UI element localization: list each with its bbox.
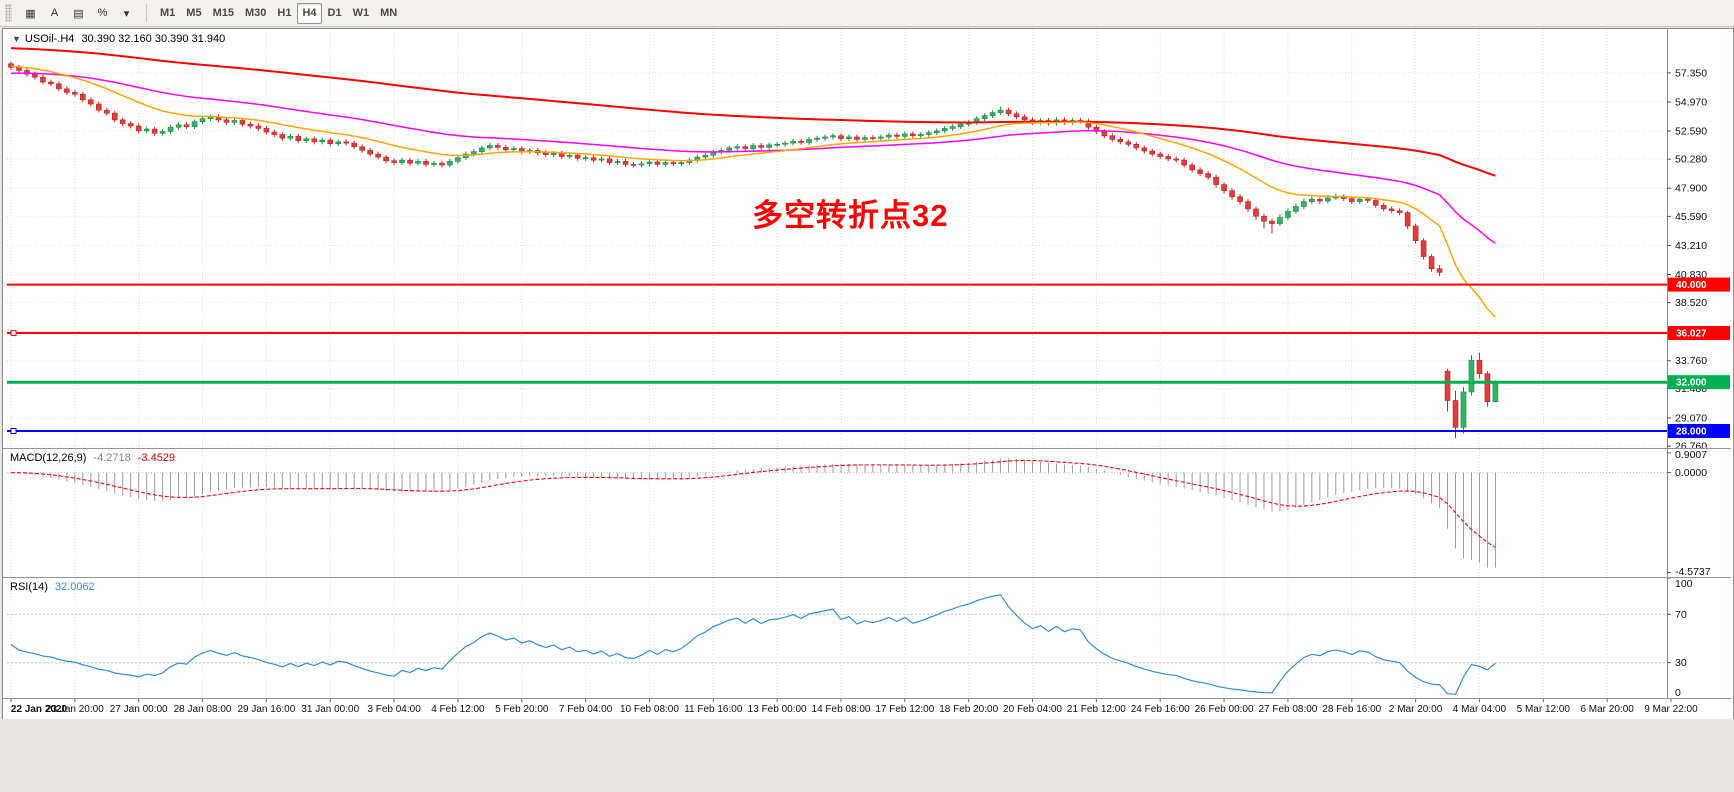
svg-text:32.000: 32.000 — [1676, 378, 1707, 389]
svg-text:28 Jan 08:00: 28 Jan 08:00 — [174, 704, 232, 715]
timeframe-buttons-group: M1 M5 M15 M30 H1 H4 D1 W1 MN — [155, 2, 402, 24]
timeframe-button-h1[interactable]: H1 — [272, 3, 296, 24]
svg-text:24 Feb 16:00: 24 Feb 16:00 — [1131, 704, 1190, 715]
svg-text:14 Feb 08:00: 14 Feb 08:00 — [812, 704, 871, 715]
timeframe-button-m15[interactable]: M15 — [208, 3, 239, 24]
svg-text:9 Mar 22:00: 9 Mar 22:00 — [1644, 704, 1698, 715]
svg-text:36.027: 36.027 — [1676, 329, 1707, 340]
svg-text:23 Jan 20:00: 23 Jan 20:00 — [46, 704, 104, 715]
svg-text:4 Mar 04:00: 4 Mar 04:00 — [1453, 704, 1507, 715]
rsi-indicator-pane[interactable]: 100 70 30 0 — [3, 578, 1731, 699]
svg-text:70: 70 — [1675, 609, 1687, 621]
svg-text:38.520: 38.520 — [1675, 297, 1707, 309]
svg-text:27 Feb 08:00: 27 Feb 08:00 — [1258, 704, 1317, 715]
window-bottom-margin — [0, 719, 1734, 792]
svg-text:6 Mar 20:00: 6 Mar 20:00 — [1580, 704, 1634, 715]
svg-text:52.590: 52.590 — [1675, 125, 1707, 137]
svg-text:4 Feb 12:00: 4 Feb 12:00 — [431, 704, 485, 715]
timeframe-button-d1[interactable]: D1 — [323, 3, 347, 24]
svg-text:26.760: 26.760 — [1675, 441, 1707, 449]
timeframe-button-m30[interactable]: M30 — [240, 3, 271, 24]
svg-text:57.350: 57.350 — [1675, 67, 1707, 79]
svg-text:11 Feb 16:00: 11 Feb 16:00 — [684, 704, 743, 715]
svg-text:31 Jan 00:00: 31 Jan 00:00 — [301, 704, 359, 715]
main-price-chart[interactable]: 57.350 54.970 52.590 50.280 47.900 45.590 43.2… — [3, 29, 1731, 449]
svg-text:29.070: 29.070 — [1675, 412, 1707, 424]
svg-text:28 Feb 16:00: 28 Feb 16:00 — [1322, 704, 1381, 715]
svg-text:10 Feb 08:00: 10 Feb 08:00 — [620, 704, 679, 715]
timeframe-button-h4[interactable]: H4 — [297, 2, 322, 24]
svg-text:50.280: 50.280 — [1675, 154, 1707, 166]
chart-window: 57.350 54.970 52.590 50.280 47.900 45.590 43.2… — [2, 28, 1734, 720]
timeframe-button-m5[interactable]: M5 — [181, 3, 206, 24]
svg-text:0.0000: 0.0000 — [1675, 467, 1707, 479]
svg-text:47.900: 47.900 — [1675, 183, 1707, 195]
toolbar-icons-group: ▦ A ▤% ▾ — [19, 3, 138, 24]
template-icon[interactable]: ▤ — [67, 3, 90, 24]
svg-text:18 Feb 20:00: 18 Feb 20:00 — [939, 704, 998, 715]
svg-text:27 Jan 00:00: 27 Jan 00:00 — [110, 704, 168, 715]
svg-text:28.000: 28.000 — [1676, 426, 1707, 437]
svg-text:40.000: 40.000 — [1676, 280, 1707, 291]
svg-text:29 Jan 16:00: 29 Jan 16:00 — [237, 704, 295, 715]
svg-text:30: 30 — [1675, 657, 1687, 669]
chart-objects-icon[interactable]: ▦ — [19, 3, 42, 24]
toolbar: ▦ A ▤% ▾ M1 M5 M15 M30 H1 H4 D1 W1 MN — [0, 0, 1734, 27]
svg-text:43.210: 43.210 — [1675, 240, 1707, 252]
macd-indicator-pane[interactable]: 0.9007 0.0000 -4.5737 — [3, 449, 1731, 578]
svg-text:21 Feb 12:00: 21 Feb 12:00 — [1067, 704, 1126, 715]
dropdown-caret-icon[interactable]: ▾ — [115, 3, 138, 24]
svg-text:100: 100 — [1675, 578, 1693, 590]
annotate-text-a-icon[interactable]: A — [43, 3, 66, 24]
svg-text:54.970: 54.970 — [1675, 96, 1707, 108]
svg-text:17 Feb 12:00: 17 Feb 12:00 — [875, 704, 934, 715]
svg-text:13 Feb 00:00: 13 Feb 00:00 — [748, 704, 807, 715]
timeframe-button-mn[interactable]: MN — [375, 3, 402, 24]
svg-text:-4.5737: -4.5737 — [1675, 566, 1711, 578]
svg-text:0: 0 — [1675, 687, 1681, 699]
chart-annotation-text[interactable]: 多空转折点32 — [752, 198, 949, 233]
svg-text:45.590: 45.590 — [1675, 211, 1707, 223]
toolbar-grip-handle[interactable] — [5, 4, 12, 22]
toolbar-separator — [146, 4, 147, 22]
svg-text:5 Mar 12:00: 5 Mar 12:00 — [1517, 704, 1571, 715]
timeframe-button-w1[interactable]: W1 — [348, 3, 375, 24]
zoom-percent-icon[interactable]: % — [91, 3, 114, 24]
svg-text:7 Feb 04:00: 7 Feb 04:00 — [559, 704, 613, 715]
svg-text:2 Mar 20:00: 2 Mar 20:00 — [1389, 704, 1443, 715]
svg-text:5 Feb 20:00: 5 Feb 20:00 — [495, 704, 549, 715]
svg-text:20 Feb 04:00: 20 Feb 04:00 — [1003, 704, 1062, 715]
svg-text:3 Feb 04:00: 3 Feb 04:00 — [367, 704, 421, 715]
svg-text:26 Feb 00:00: 26 Feb 00:00 — [1195, 704, 1254, 715]
timeframe-button-m1[interactable]: M1 — [155, 3, 180, 24]
svg-text:22 Jan 2020: 22 Jan 2020 — [11, 704, 68, 715]
svg-text:0.9007: 0.9007 — [1675, 449, 1707, 461]
svg-text:33.760: 33.760 — [1675, 355, 1707, 367]
